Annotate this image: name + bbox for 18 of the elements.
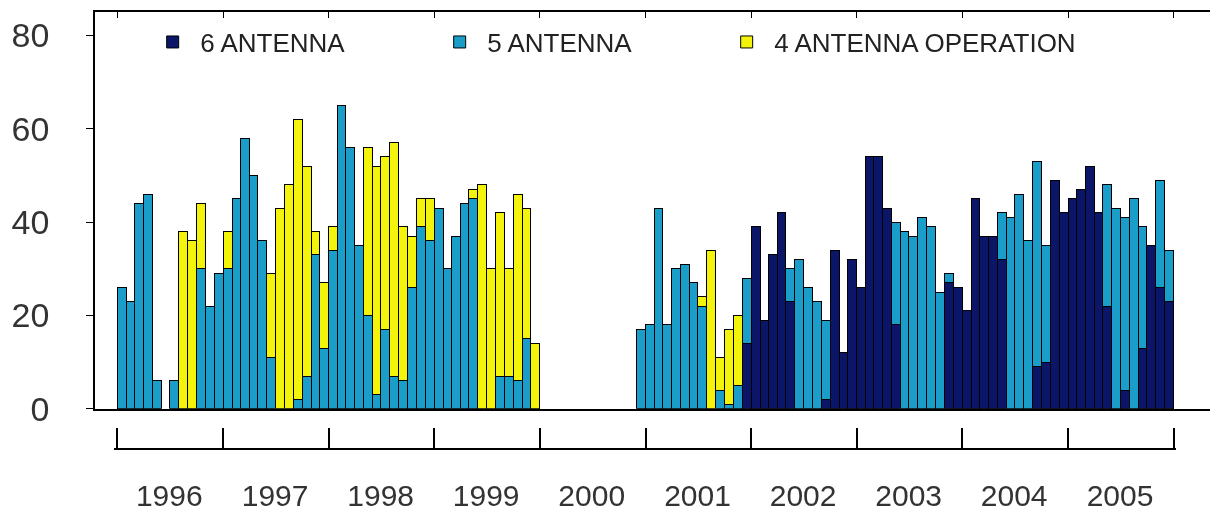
x-tick-label: 2005 — [1086, 478, 1154, 512]
y-tick-label: 60 — [11, 109, 50, 148]
x-tick-label: 1999 — [452, 478, 520, 512]
x-tick-label: 1998 — [347, 478, 415, 512]
x-tick-label: 2003 — [875, 478, 943, 512]
x-tick-label: 2001 — [664, 478, 731, 512]
legend-label: 4 ANTENNA OPERATION — [774, 28, 1076, 59]
x-tick-label: 1997 — [241, 478, 309, 512]
y-tick-label: 20 — [11, 296, 50, 335]
x-tick-label: 2004 — [980, 478, 1048, 512]
x-tick-label: 2000 — [558, 478, 626, 512]
legend-label: 6 ANTENNA — [200, 28, 346, 59]
x-tick-label: 2002 — [769, 478, 837, 512]
y-tick-label: 80 — [11, 16, 50, 55]
legend-label: 5 ANTENNA — [487, 28, 633, 59]
y-tick-label: 40 — [11, 202, 50, 241]
x-tick-label: 1996 — [135, 478, 203, 512]
y-tick-label: 0 — [30, 389, 50, 428]
